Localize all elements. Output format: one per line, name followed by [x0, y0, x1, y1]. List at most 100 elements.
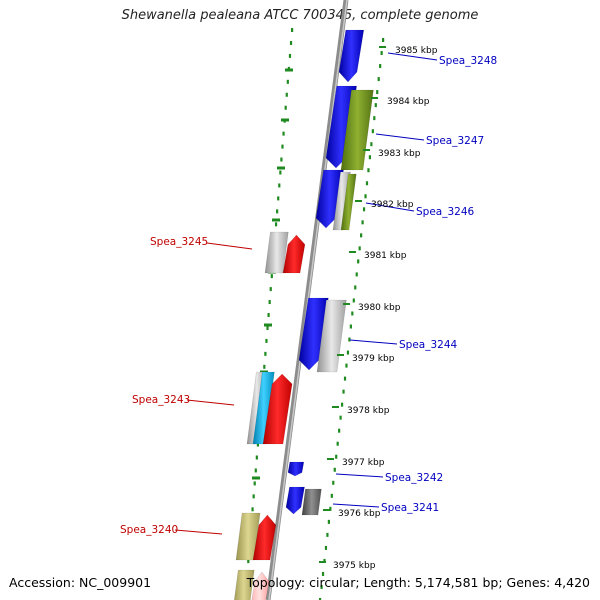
- ring-dot-inner-left: [264, 351, 267, 356]
- ring-dot-outer-right: [349, 324, 352, 329]
- topology-text: Topology: circular; Length: 5,174,581 bp…: [246, 575, 590, 590]
- ring-dot-outer-right: [355, 272, 358, 277]
- ring-dot-outer-right: [321, 571, 325, 576]
- kbp-tick-label: 3984 kbp: [387, 97, 430, 107]
- gene-arrow-icon: [233, 569, 255, 600]
- ring-dot-inner-left: [280, 157, 283, 162]
- label-leader-line: [365, 202, 415, 212]
- gene-label-spea-3240[interactable]: Spea_3240: [120, 524, 178, 536]
- gene-label-spea-3246[interactable]: Spea_3246: [416, 206, 475, 218]
- ring-dot-outer-right: [333, 467, 336, 472]
- ring-dot-inner-left: [267, 313, 270, 317]
- ring-dot-outer-right: [351, 311, 354, 316]
- label-leader-line: [387, 52, 438, 61]
- ring-dot-inner-left: [274, 222, 278, 227]
- ring-tick: [281, 118, 289, 122]
- kbp-tick-group: [319, 46, 386, 563]
- ring-dot-inner-left: [251, 507, 254, 512]
- accession-text: Accession: NC_009901: [9, 575, 152, 590]
- gene-arrow-icon: [298, 297, 329, 371]
- ring-dot-outer-right: [336, 441, 339, 446]
- ring-dot-inner-left: [278, 183, 281, 188]
- ring-dot-outer-right: [374, 103, 377, 108]
- ring-dot-outer-right: [365, 181, 369, 186]
- ring-dot-outer-right: [348, 337, 351, 342]
- kbp-tick-label: 3981 kbp: [364, 251, 407, 261]
- ring-dot-outer-right: [373, 116, 376, 121]
- label-leader-line: [349, 339, 398, 345]
- ring-tick: [252, 476, 260, 480]
- ring-dot-inner-left: [277, 196, 280, 201]
- ring-dot-outer-right: [329, 506, 332, 511]
- ring-dot-outer-right: [364, 194, 367, 199]
- kbp-tick-label: 3977 kbp: [342, 458, 385, 468]
- ring-dot-outer-right: [367, 168, 370, 173]
- ring-dot-outer-right: [357, 259, 360, 264]
- label-leader-line: [332, 503, 380, 508]
- gene-label-spea-3243[interactable]: Spea_3243: [132, 394, 190, 406]
- ring-dot-inner-left: [281, 144, 284, 149]
- ring-dot-outer-right: [319, 598, 322, 600]
- ring-dot-inner-left: [270, 274, 273, 279]
- kbp-tick-label: 3975 kbp: [333, 561, 376, 571]
- kbp-tick-label: 3982 kbp: [371, 200, 414, 210]
- ring-dot-outer-right: [339, 415, 342, 420]
- ring-dot-outer-right: [343, 376, 347, 381]
- ring-tick: [277, 166, 285, 170]
- ring-dot-outer-right: [354, 285, 357, 290]
- ring-dot-outer-right: [358, 246, 361, 251]
- ring-dot-outer-right: [346, 350, 350, 355]
- label-leader-lines: [174, 52, 438, 535]
- ring-dot-inner-left: [263, 364, 266, 369]
- ring-dot-inner-left: [247, 559, 250, 564]
- gene-arrow-icon: [338, 29, 365, 83]
- gene-arrow-icon: [285, 486, 305, 515]
- ring-dot-outer-right: [340, 402, 344, 407]
- ring-dot-inner-left: [276, 209, 279, 214]
- gene-arrow-icon: [251, 571, 270, 600]
- ring-dot-outer-right: [377, 77, 380, 82]
- gene-label-spea-3244[interactable]: Spea_3244: [399, 339, 458, 351]
- ring-dot-outer-right: [332, 480, 335, 485]
- ring-dot-inner-left: [289, 40, 293, 45]
- label-leader-line: [206, 242, 253, 250]
- gene-label-spea-3245[interactable]: Spea_3245: [150, 236, 208, 248]
- gene-arrow-icon: [301, 488, 322, 516]
- kbp-tick-label: 3979 kbp: [352, 354, 395, 364]
- gene-arrow-icon: [252, 514, 277, 561]
- gene-label-spea-3241[interactable]: Spea_3241: [381, 502, 439, 514]
- ring-dot-outer-right: [371, 129, 374, 134]
- kbp-tick-label: 3983 kbp: [378, 149, 421, 159]
- ring-tick: [264, 323, 272, 327]
- kbp-tick-label: 3985 kbp: [395, 46, 438, 56]
- ring-dot-inner-left: [291, 28, 294, 32]
- ring-dot-outer-right: [370, 142, 373, 147]
- ring-dot-inner-left: [282, 131, 285, 136]
- kbp-tick-label: 3978 kbp: [347, 406, 390, 416]
- gene-arrow-icon: [282, 234, 306, 274]
- ring-dot-inner-left: [266, 325, 269, 330]
- label-leader-line: [375, 133, 425, 141]
- ring-dot-outer-right: [327, 519, 330, 524]
- label-leader-line: [186, 399, 235, 406]
- ring-dot-outer-right: [368, 155, 372, 160]
- ring-dot-outer-right: [379, 64, 382, 69]
- label-leader-line: [174, 529, 223, 535]
- ring-dot-inner-left: [268, 300, 271, 305]
- genome-backbone-highlight: [268, 0, 348, 600]
- gene-label-spea-3242[interactable]: Spea_3242: [385, 472, 443, 484]
- ring-dot-inner-left: [286, 79, 289, 84]
- ring-dot-inner-left: [254, 468, 257, 473]
- genome-backbone-icon: [265, 0, 349, 600]
- ring-dot-outer-right: [330, 493, 333, 498]
- ring-dot-inner-left: [288, 53, 292, 58]
- ring-dot-inner-left: [284, 105, 287, 110]
- gene-label-spea-3248[interactable]: Spea_3248: [439, 55, 497, 67]
- gene-arrow-icon: [340, 173, 357, 231]
- ring-tick: [272, 218, 280, 222]
- gene-label-spea-3247[interactable]: Spea_3247: [426, 135, 484, 147]
- ring-tick: [285, 68, 293, 72]
- label-leader-line: [335, 473, 384, 478]
- ring-dot-inner-left: [255, 455, 258, 460]
